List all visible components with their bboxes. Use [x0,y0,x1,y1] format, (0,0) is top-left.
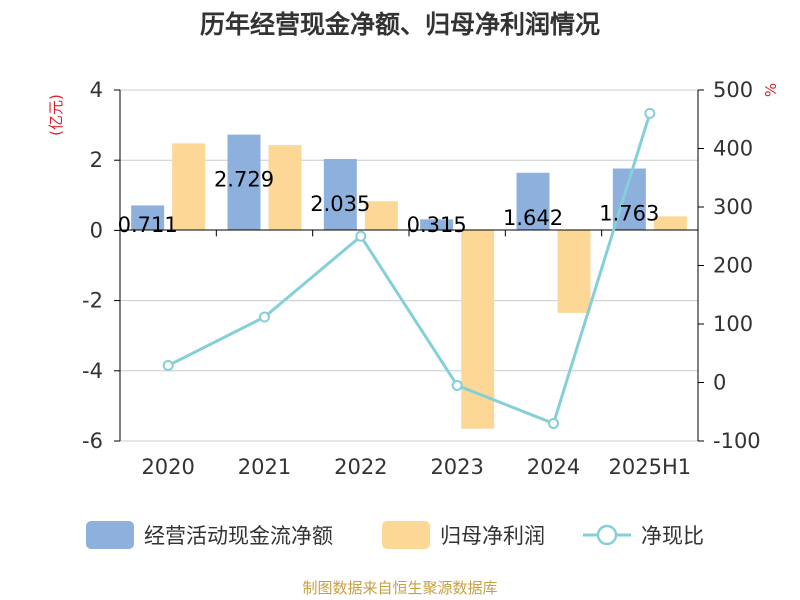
data-label-cashflow: 1.642 [503,206,563,230]
x-tick-label: 2025H1 [609,455,692,479]
ratio-point [355,230,367,242]
bar-profit [364,201,398,231]
ratio-point [548,417,559,429]
y-left-tick-label: -6 [82,429,103,453]
chart-title: 历年经营现金净额、归母净利润情况 [200,10,600,39]
legend-label-profit: 归母净利润 [440,524,545,548]
data-label-cashflow: 0.711 [118,213,178,237]
y-right-tick-label: 200 [713,254,753,278]
axes [119,90,699,441]
x-tick-label: 2020 [141,455,194,479]
x-tick-label: 2021 [238,455,291,479]
y-ticks: 4 2 0 -2 -4 -6 500 400 300 200 100 0 -100 [82,78,761,453]
data-label-cashflow: 0.315 [407,213,467,237]
y-left-tick-label: -2 [82,289,103,313]
source-note: 制图数据来自恒生聚源数据库 [302,579,497,597]
legend-swatch-profit [382,521,430,549]
bar-cashflow [227,134,261,231]
bar-cashflow [420,219,454,231]
ratio-point [644,107,656,119]
bar-profit [461,230,495,429]
bar-cashflow [131,205,165,231]
legend-swatch-ratio-marker [596,524,618,546]
x-tick-label: 2022 [334,455,387,479]
bar-cashflow [323,158,357,231]
ratio-point [259,311,270,323]
data-label-cashflow: 2.729 [214,168,274,192]
y-right-label: % [762,83,780,97]
legend-label-ratio: 净现比 [641,524,704,548]
y-right-tick-label: 400 [713,137,753,161]
ratio-point [451,379,463,391]
grid [120,89,698,442]
bar-profit [557,230,591,313]
bar-profit [268,145,302,231]
y-left-tick-label: 2 [90,148,103,172]
ratio-point [162,360,174,372]
bar-profit [653,216,687,231]
ratio-line-path [167,112,652,426]
y-right-tick-label: 100 [713,312,753,336]
data-label-cashflow: 1.763 [599,202,659,226]
x-ticks: 2020 2021 2022 2023 2024 2025H1 [119,230,699,479]
y-right-tick-label: 0 [713,371,726,395]
y-left-tick-label: 4 [90,78,103,102]
legend-swatch-cashflow [86,521,134,549]
ratio-line [162,107,656,429]
legend: 经营活动现金流净额 归母净利润 净现比 [86,521,704,549]
x-tick-label: 2024 [527,455,580,479]
y-left-label: (亿元) [47,94,65,136]
bar-profit [172,143,206,231]
legend-label-cashflow: 经营活动现金流净额 [144,524,333,548]
y-right-tick-label: 500 [713,78,753,102]
bar-cashflow [516,172,550,231]
y-left-tick-label: 0 [90,218,103,242]
bars [131,134,687,429]
data-label-cashflow: 2.035 [310,192,370,216]
x-tick-label: 2023 [430,455,483,479]
data-labels: 0.711 2.729 2.035 0.315 1.642 1.763 [118,168,660,237]
y-right-tick-label: 300 [713,195,753,219]
y-right-tick-label: -100 [713,429,761,453]
y-left-tick-label: -4 [82,359,103,383]
